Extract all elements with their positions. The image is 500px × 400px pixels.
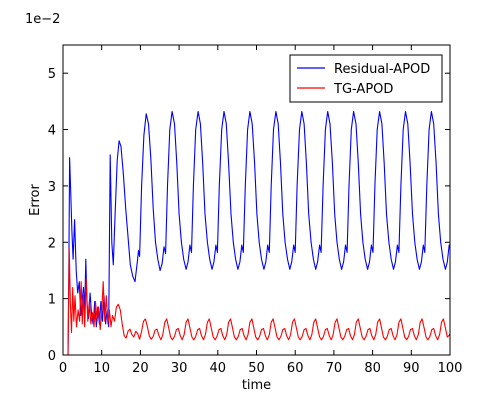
- y-tick-label: 5: [48, 67, 56, 82]
- legend-label: TG-APOD: [333, 82, 393, 97]
- x-tick-label: 90: [403, 361, 420, 376]
- x-tick-label: 50: [248, 361, 265, 376]
- y-tick-label: 0: [48, 349, 56, 364]
- y-offset-text: 1e−2: [25, 12, 60, 27]
- y-tick-label: 4: [48, 124, 56, 139]
- x-tick-label: 0: [59, 361, 67, 376]
- y-tick-label: 3: [48, 180, 56, 195]
- legend: Residual-APOD TG-APOD: [289, 54, 443, 103]
- legend-label: Residual-APOD: [334, 62, 430, 77]
- x-tick-label: 20: [132, 361, 149, 376]
- x-tick-label: 10: [93, 361, 110, 376]
- y-tick-label: 2: [48, 236, 56, 251]
- y-axis-label: Error: [28, 184, 43, 216]
- plot-frame: [62, 44, 451, 356]
- series-line-residual-apod: [67, 110, 451, 356]
- series-line-tg-apod: [67, 247, 451, 356]
- x-tick-label: 60: [287, 361, 304, 376]
- x-tick-label: 70: [326, 361, 343, 376]
- ticks-layer: 0 10 20 30 40 50 60 70 80 90 100 0 1 2 3 4 5: [48, 45, 463, 376]
- x-tick-label: 100: [438, 361, 463, 376]
- x-axis-label: time: [242, 378, 271, 393]
- y-tick-label: 1: [48, 293, 56, 308]
- x-tick-label: 30: [171, 361, 188, 376]
- x-tick-label: 40: [210, 361, 227, 376]
- legend-box: [289, 54, 443, 103]
- x-tick-label: 80: [364, 361, 381, 376]
- series-layer: [67, 110, 451, 356]
